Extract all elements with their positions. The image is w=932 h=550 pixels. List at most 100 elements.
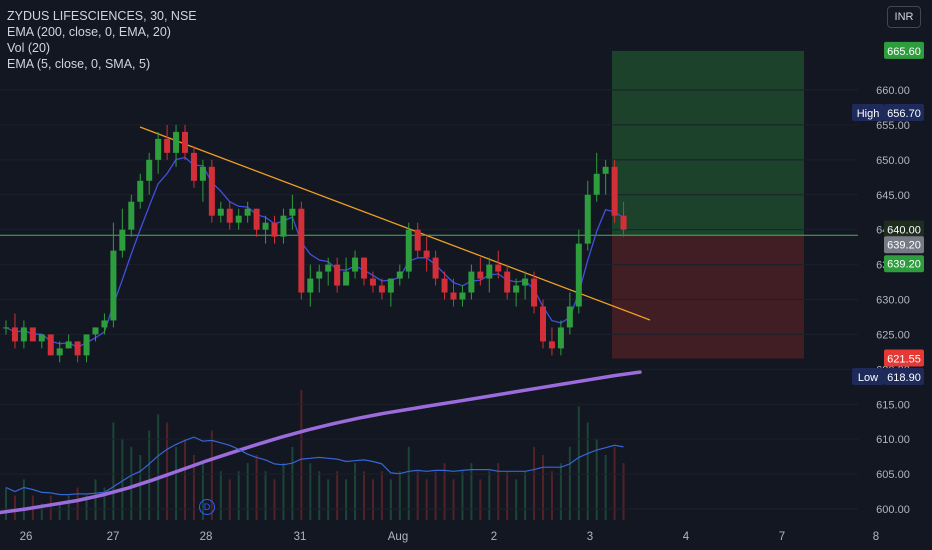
time-tick-label: 28 — [200, 531, 213, 543]
volume-bar — [443, 463, 446, 520]
volume-bar — [613, 446, 616, 520]
volume-bar — [166, 422, 169, 520]
time-tick-label: 27 — [107, 531, 120, 543]
candle-body — [602, 166, 609, 174]
volume-bar — [175, 446, 178, 520]
candle-body — [361, 257, 367, 279]
high-price-tag: High — [857, 108, 880, 120]
time-tick-label: 7 — [779, 531, 785, 543]
entry-grey-label: 639.20 — [887, 239, 921, 251]
price-tick-label: 600.00 — [876, 504, 910, 516]
volume-bar — [380, 471, 383, 520]
volume-bar — [192, 455, 195, 520]
volume-bar — [246, 463, 249, 520]
candle-body — [235, 215, 242, 223]
candle-body — [110, 250, 117, 321]
candle-body — [450, 292, 457, 300]
candle-body — [378, 285, 385, 293]
volume-bar — [264, 471, 267, 520]
price-tick-label: 605.00 — [876, 469, 910, 481]
candle-body — [83, 334, 90, 356]
candles-layer — [3, 124, 627, 363]
volume-bar — [604, 455, 607, 520]
candle-body — [137, 180, 144, 202]
low-price-badge — [884, 368, 924, 386]
volume-bar — [309, 463, 312, 520]
time-tick-label: Aug — [388, 531, 408, 543]
volume-bar — [103, 487, 106, 520]
candle-body — [280, 215, 287, 237]
volume-bar — [13, 495, 16, 520]
time-axis: 26 27 28 31 Aug 2 3 4 7 8 — [20, 531, 880, 543]
volume-bar — [559, 463, 562, 520]
candle-body — [459, 292, 466, 300]
candle-body — [468, 271, 475, 293]
candle-body — [146, 159, 153, 181]
candle-body — [584, 194, 591, 244]
volume-bar — [139, 455, 142, 520]
target-price-badge — [884, 41, 924, 59]
entry-grey-badge — [884, 236, 924, 254]
chart-legend: ZYDUS LIFESCIENCES, 30, NSE EMA (200, cl… — [7, 8, 197, 72]
volume-bar — [291, 446, 294, 520]
legend-symbol[interactable]: ZYDUS LIFESCIENCES, 30, NSE — [7, 9, 197, 23]
price-tick-label: 650.00 — [876, 155, 910, 167]
candle-body — [325, 264, 332, 272]
candle-body — [414, 229, 421, 251]
volume-bar — [49, 495, 52, 520]
stop-price-label: 621.55 — [887, 354, 921, 366]
dividend-marker-icon[interactable]: D — [199, 499, 215, 515]
volume-bar — [76, 487, 79, 520]
candle-body — [352, 257, 359, 272]
volume-bar — [452, 479, 455, 520]
candle-body — [513, 285, 520, 293]
candle-body — [575, 243, 582, 307]
candle-body — [3, 327, 9, 329]
candle-body — [253, 208, 260, 230]
indicator-lines — [0, 126, 858, 515]
candle-body — [38, 334, 45, 342]
volume-ma-line — [5, 436, 624, 496]
volume-bar — [577, 406, 580, 520]
price-tick-label: 645.00 — [876, 190, 910, 202]
candle-body — [620, 215, 627, 230]
volume-bar — [407, 446, 410, 520]
volume-bar — [488, 471, 491, 520]
ema200-line — [0, 370, 642, 515]
volume-bar — [434, 471, 437, 520]
volume-bar — [121, 438, 124, 520]
candle-body — [441, 278, 448, 293]
volume-bar — [58, 503, 61, 520]
volume-bar — [336, 471, 339, 520]
volume-bar — [157, 414, 160, 520]
currency-button[interactable]: INR — [887, 6, 921, 28]
candle-body — [271, 222, 278, 237]
candle-body — [101, 320, 108, 328]
low-price-tag-badge — [852, 368, 884, 386]
volume-bar — [282, 463, 285, 520]
candle-body — [217, 208, 224, 216]
volume-bar — [363, 471, 365, 520]
candle-body — [495, 264, 502, 272]
candle-body — [119, 229, 126, 251]
volume-bar — [515, 479, 518, 520]
time-tick-label: 26 — [20, 531, 33, 543]
legend-volume[interactable]: Vol (20) — [7, 41, 51, 55]
stop-zone — [612, 235, 804, 359]
time-tick-label: 4 — [683, 531, 690, 543]
volume-bar — [389, 479, 392, 520]
candle-body — [548, 341, 555, 349]
volume-bar — [497, 463, 500, 520]
legend-ema5[interactable]: EMA (5, close, 0, SMA, 5) — [7, 57, 151, 71]
candle-body — [65, 341, 72, 349]
candle-body — [226, 208, 233, 223]
legend-ema200[interactable]: EMA (200, close, 0, EMA, 20) — [7, 25, 171, 39]
volume-bar — [85, 495, 88, 520]
candle-body — [164, 138, 171, 153]
candle-body — [128, 201, 135, 230]
price-tick-label: 660.00 — [876, 85, 910, 97]
target-zone — [612, 50, 804, 236]
volume-bar — [5, 487, 7, 520]
volume-bar — [550, 471, 553, 520]
